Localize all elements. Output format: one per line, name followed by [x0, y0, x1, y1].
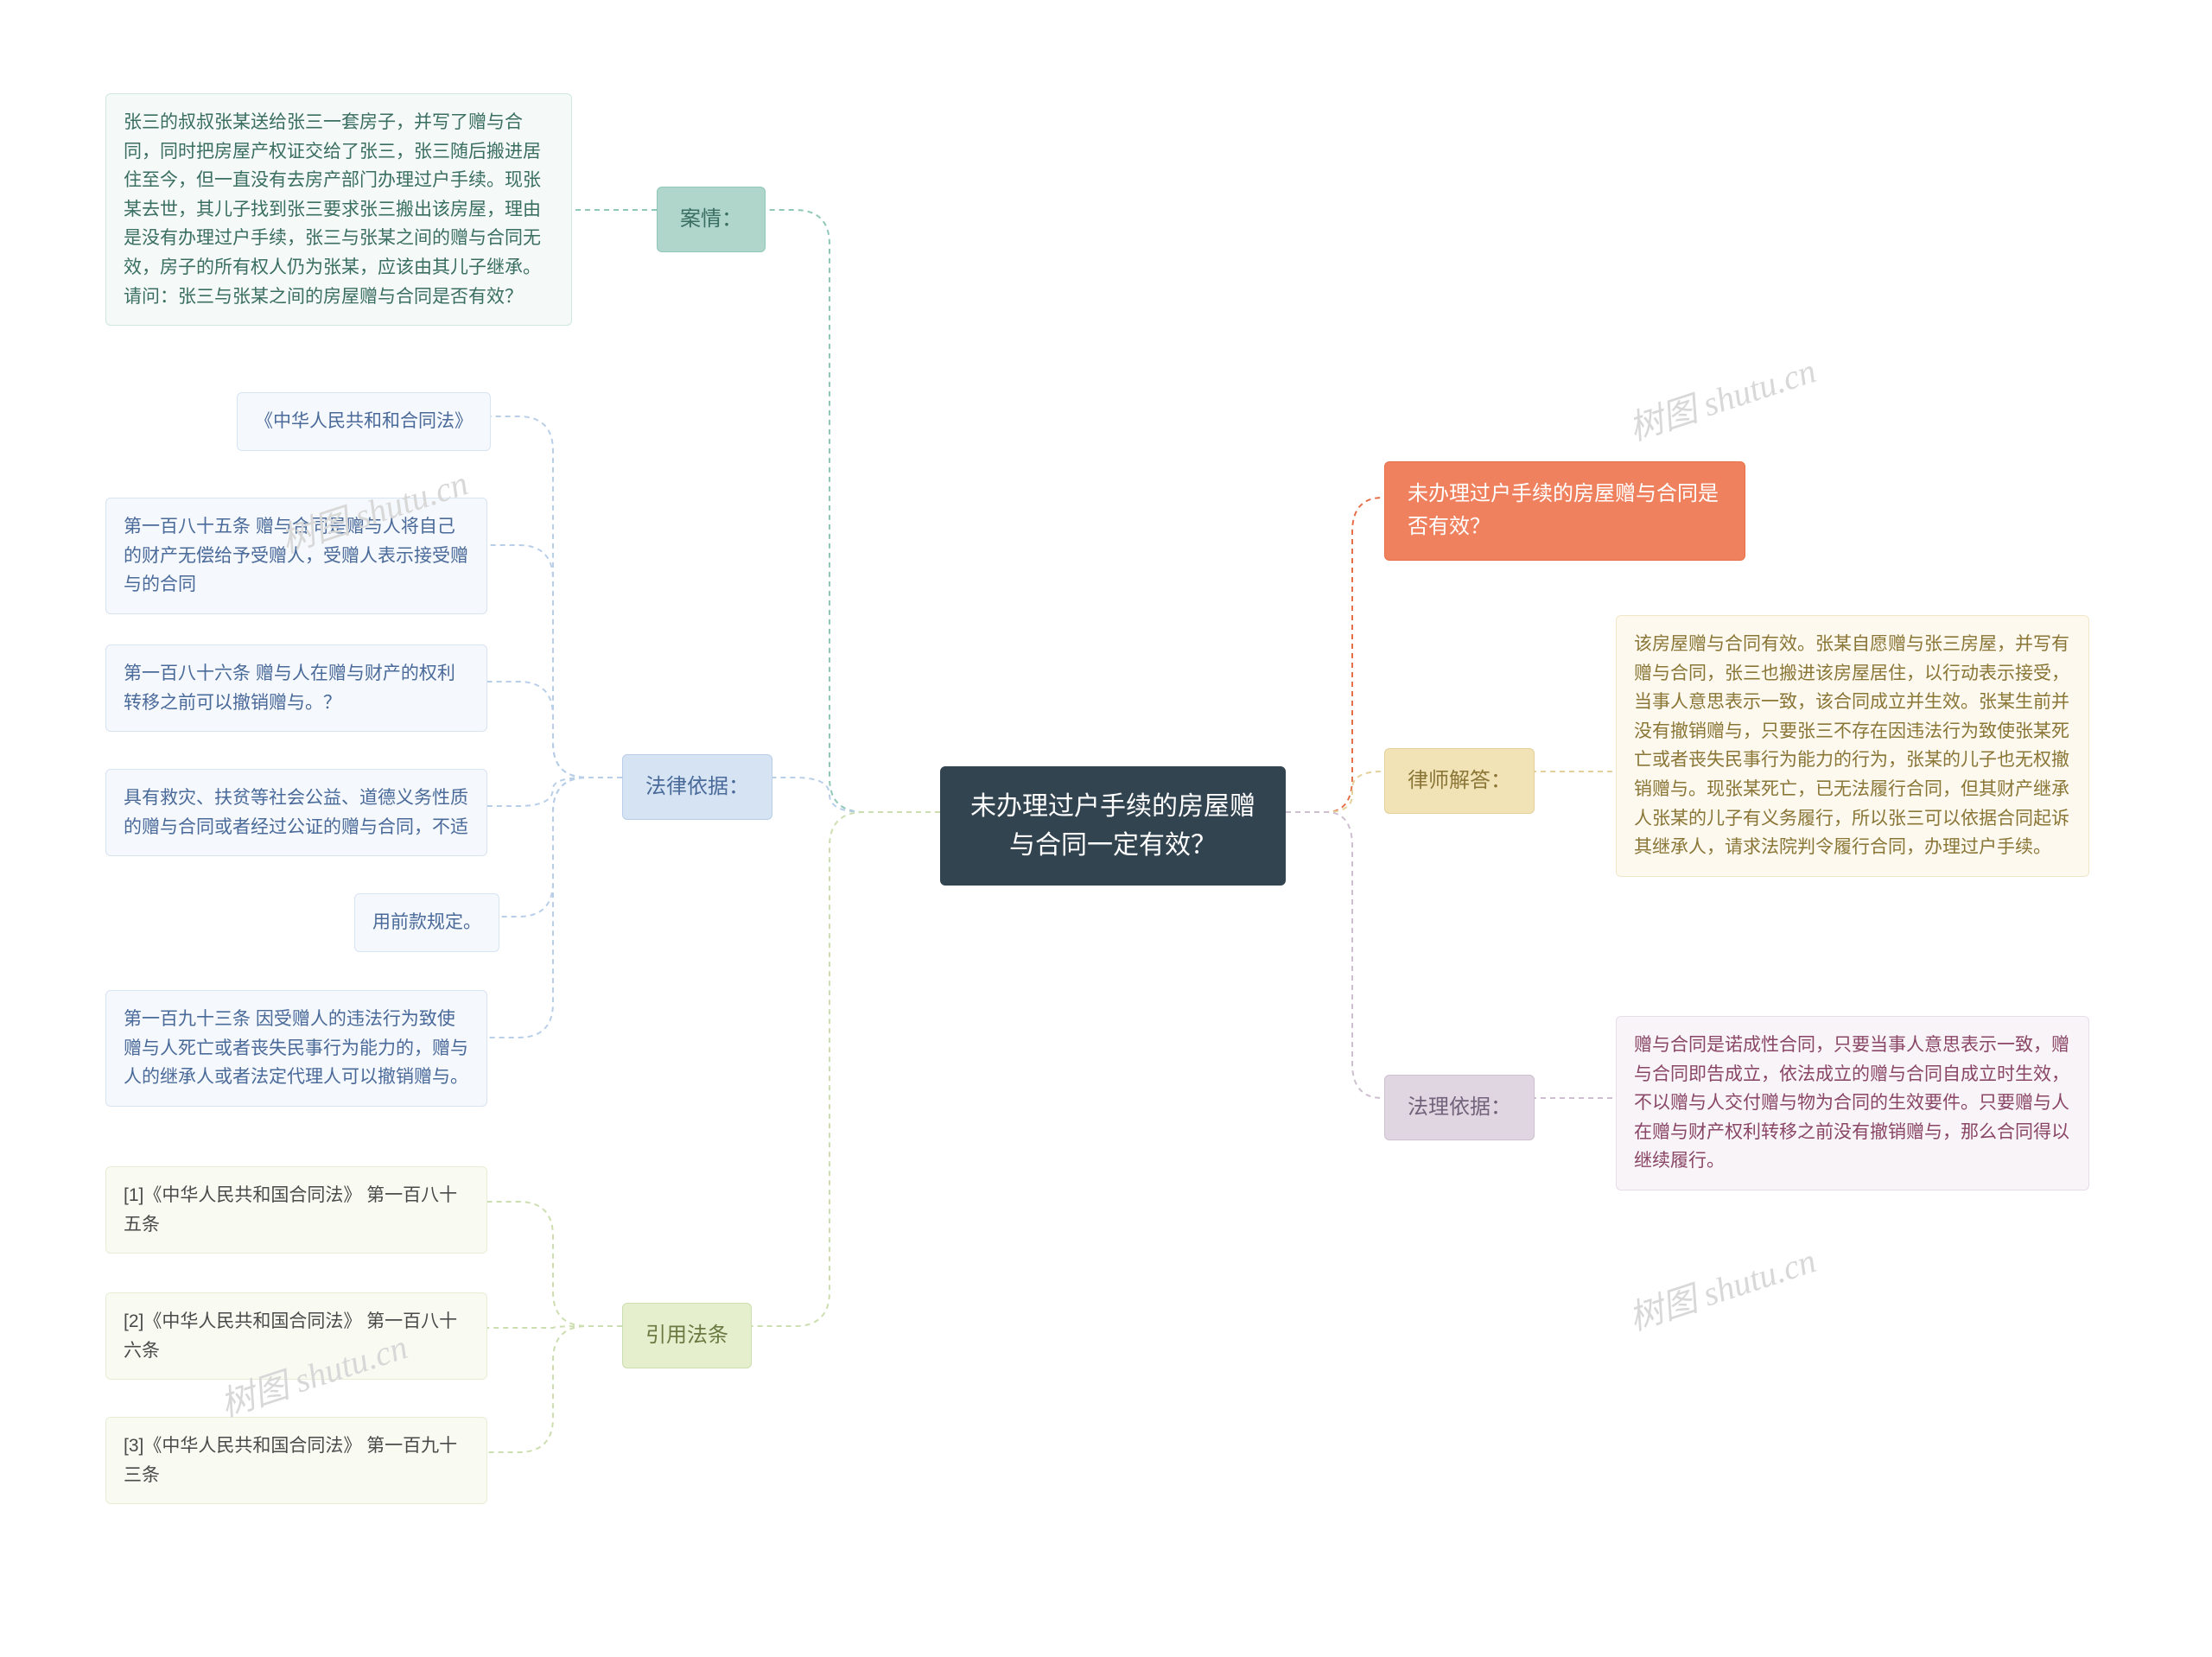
leaf-law-1-text: 第一百八十五条 赠与合同是赠与人将自己的财产无偿给予受赠人，受赠人表示接受赠与的… — [124, 517, 468, 594]
leaf-cited-0: [1]《中华人民共和国合同法》 第一百八十五条 — [105, 1166, 487, 1254]
leaf-law-3: 具有救灾、扶贫等社会公益、道德义务性质的赠与合同或者经过公证的赠与合同，不适 — [105, 769, 487, 856]
center-node: 未办理过户手续的房屋赠与合同一定有效？ — [940, 766, 1286, 886]
leaf-law-1: 第一百八十五条 赠与合同是赠与人将自己的财产无偿给予受赠人，受赠人表示接受赠与的… — [105, 498, 487, 614]
leaf-law-2: 第一百八十六条 赠与人在赠与财产的权利转移之前可以撤销赠与。？ — [105, 644, 487, 732]
branch-case: 案情： — [657, 187, 766, 252]
leaf-law-0: 《中华人民共和和合同法》 — [237, 392, 491, 451]
branch-question: 未办理过户手续的房屋赠与合同是否有效？ — [1384, 461, 1745, 561]
branch-theory: 法理依据： — [1384, 1075, 1535, 1140]
leaf-case-0-text: 张三的叔叔张某送给张三一套房子，并写了赠与合同，同时把房屋产权证交给了张三，张三… — [124, 112, 541, 307]
leaf-law-4: 用前款规定。 — [354, 893, 499, 952]
watermark: 树图 shutu.cn — [1622, 343, 1821, 451]
leaf-lawyer-0: 该房屋赠与合同有效。张某自愿赠与张三房屋，并写有赠与合同，张三也搬进该房屋居住，… — [1616, 615, 2089, 877]
watermark: 树图 shutu.cn — [1622, 1233, 1821, 1341]
leaf-theory-0-text: 赠与合同是诺成性合同，只要当事人意思表示一致，赠与合同即告成立，依法成立的赠与合… — [1634, 1035, 2069, 1171]
branch-cited-label: 引用法条 — [645, 1324, 728, 1347]
leaf-law-5-text: 第一百九十三条 因受赠人的违法行为致使赠与人死亡或者丧失民事行为能力的，赠与人的… — [124, 1009, 468, 1087]
leaf-lawyer-0-text: 该房屋赠与合同有效。张某自愿赠与张三房屋，并写有赠与合同，张三也搬进该房屋居住，… — [1634, 634, 2069, 857]
branch-lawyer-label: 律师解答： — [1408, 769, 1511, 792]
branch-lawyer: 律师解答： — [1384, 748, 1535, 814]
leaf-cited-1-text: [2]《中华人民共和国合同法》 第一百八十六条 — [124, 1311, 457, 1361]
leaf-law-2-text: 第一百八十六条 赠与人在赠与财产的权利转移之前可以撤销赠与。？ — [124, 663, 455, 713]
branch-law-basis: 法律依据： — [622, 754, 772, 820]
leaf-case-0: 张三的叔叔张某送给张三一套房子，并写了赠与合同，同时把房屋产权证交给了张三，张三… — [105, 93, 572, 326]
leaf-cited-0-text: [1]《中华人民共和国合同法》 第一百八十五条 — [124, 1185, 457, 1235]
leaf-cited-1: [2]《中华人民共和国合同法》 第一百八十六条 — [105, 1292, 487, 1380]
branch-question-label: 未办理过户手续的房屋赠与合同是否有效？ — [1408, 482, 1719, 538]
leaf-cited-2: [3]《中华人民共和国合同法》 第一百九十三条 — [105, 1417, 487, 1504]
branch-cited: 引用法条 — [622, 1303, 752, 1368]
branch-case-label: 案情： — [680, 207, 742, 231]
branch-theory-label: 法理依据： — [1408, 1095, 1511, 1119]
leaf-cited-2-text: [3]《中华人民共和国合同法》 第一百九十三条 — [124, 1436, 457, 1485]
branch-law-basis-label: 法律依据： — [645, 775, 749, 798]
leaf-law-5: 第一百九十三条 因受赠人的违法行为致使赠与人死亡或者丧失民事行为能力的，赠与人的… — [105, 990, 487, 1107]
center-text: 未办理过户手续的房屋赠与合同一定有效？ — [970, 792, 1255, 860]
leaf-law-0-text: 《中华人民共和和合同法》 — [255, 411, 473, 431]
leaf-law-4-text: 用前款规定。 — [372, 912, 481, 932]
leaf-law-3-text: 具有救灾、扶贫等社会公益、道德义务性质的赠与合同或者经过公证的赠与合同，不适 — [124, 788, 468, 837]
leaf-theory-0: 赠与合同是诺成性合同，只要当事人意思表示一致，赠与合同即告成立，依法成立的赠与合… — [1616, 1016, 2089, 1190]
